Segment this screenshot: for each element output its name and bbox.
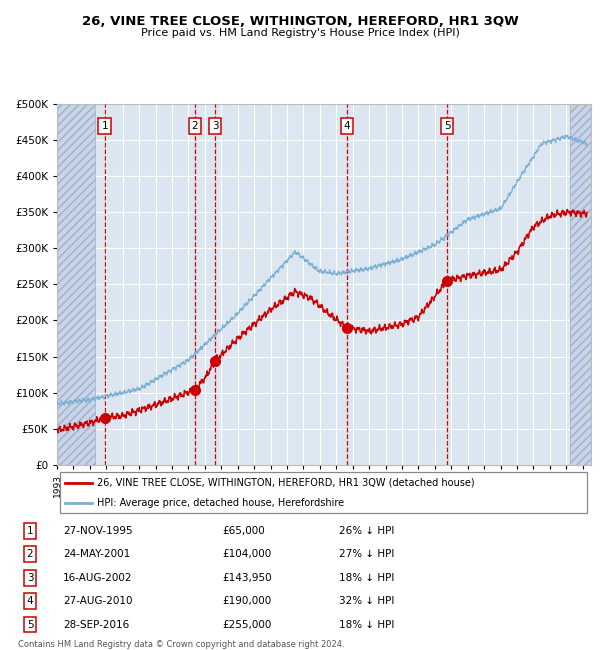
- Text: Contains HM Land Registry data © Crown copyright and database right 2024.
This d: Contains HM Land Registry data © Crown c…: [18, 640, 344, 650]
- Text: 4: 4: [344, 121, 350, 131]
- Text: 26% ↓ HPI: 26% ↓ HPI: [339, 526, 394, 536]
- Text: 1: 1: [26, 526, 34, 536]
- Text: 3: 3: [26, 573, 34, 582]
- Text: 16-AUG-2002: 16-AUG-2002: [63, 573, 133, 582]
- Text: 26, VINE TREE CLOSE, WITHINGTON, HEREFORD, HR1 3QW: 26, VINE TREE CLOSE, WITHINGTON, HEREFOR…: [82, 15, 518, 28]
- Text: 1: 1: [101, 121, 108, 131]
- FancyBboxPatch shape: [59, 473, 587, 513]
- Text: 27-AUG-2010: 27-AUG-2010: [63, 596, 133, 606]
- Bar: [569, 104, 591, 465]
- Text: £65,000: £65,000: [222, 526, 265, 536]
- Text: £190,000: £190,000: [222, 596, 271, 606]
- Text: 5: 5: [444, 121, 451, 131]
- Text: 26, VINE TREE CLOSE, WITHINGTON, HEREFORD, HR1 3QW (detached house): 26, VINE TREE CLOSE, WITHINGTON, HEREFOR…: [97, 478, 475, 488]
- Text: 27-NOV-1995: 27-NOV-1995: [63, 526, 133, 536]
- Text: 4: 4: [26, 596, 34, 606]
- Bar: [57, 104, 95, 465]
- Text: 2: 2: [192, 121, 199, 131]
- Text: 2: 2: [26, 549, 34, 559]
- Text: HPI: Average price, detached house, Herefordshire: HPI: Average price, detached house, Here…: [97, 498, 344, 508]
- Text: Price paid vs. HM Land Registry's House Price Index (HPI): Price paid vs. HM Land Registry's House …: [140, 28, 460, 38]
- Text: £255,000: £255,000: [222, 619, 271, 629]
- Text: 24-MAY-2001: 24-MAY-2001: [63, 549, 130, 559]
- Text: 28-SEP-2016: 28-SEP-2016: [63, 619, 129, 629]
- Text: £104,000: £104,000: [222, 549, 271, 559]
- Text: £143,950: £143,950: [222, 573, 272, 582]
- Text: 5: 5: [26, 619, 34, 629]
- Text: 32% ↓ HPI: 32% ↓ HPI: [339, 596, 394, 606]
- Text: 27% ↓ HPI: 27% ↓ HPI: [339, 549, 394, 559]
- Text: 3: 3: [212, 121, 218, 131]
- Text: 18% ↓ HPI: 18% ↓ HPI: [339, 619, 394, 629]
- Text: 18% ↓ HPI: 18% ↓ HPI: [339, 573, 394, 582]
